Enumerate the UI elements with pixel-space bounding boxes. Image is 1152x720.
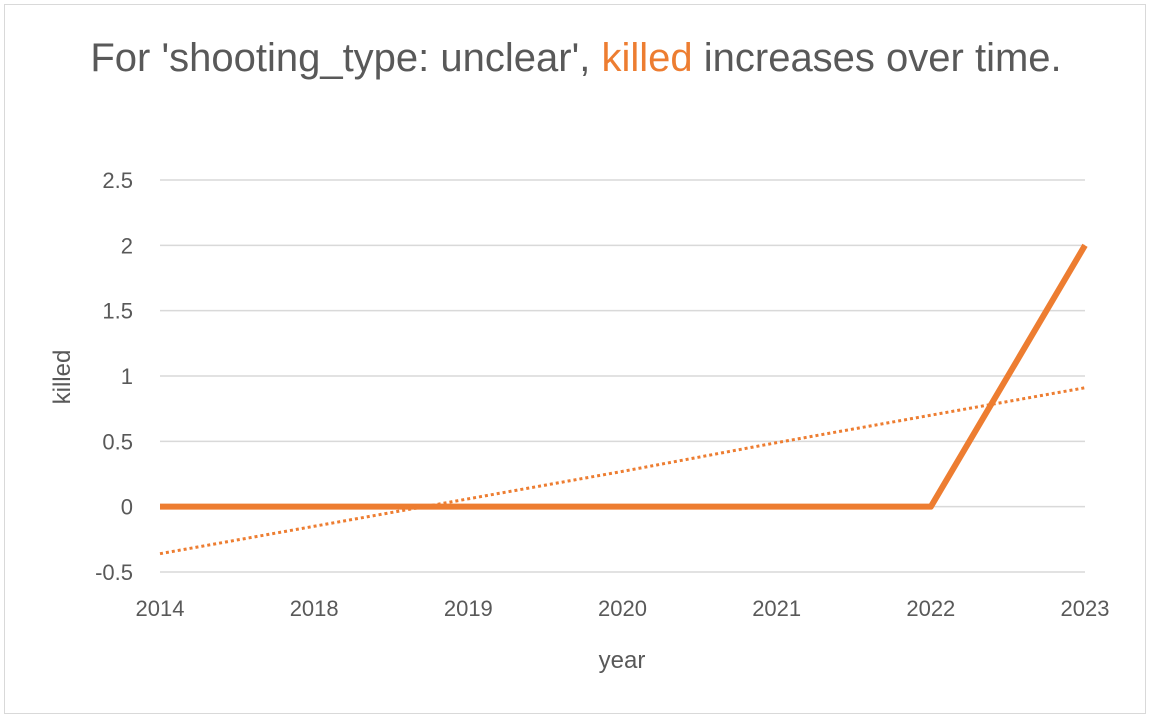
x-tick-label: 2022: [906, 596, 955, 621]
series-group: [159, 243, 1088, 556]
chart-title: For 'shooting_type: unclear', killed inc…: [0, 30, 1152, 86]
x-tick-label: 2021: [752, 596, 801, 621]
x-tick-label: 2023: [1061, 596, 1110, 621]
y-tick-label: 0.5: [102, 429, 133, 454]
y-tick-labels: -0.5 0 0.5 1 1.5 2 2.5: [95, 168, 133, 585]
y-tick-label: -0.5: [95, 560, 133, 585]
gridlines: [160, 179, 1085, 573]
y-tick-label: 2: [121, 233, 133, 258]
y-tick-label: 2.5: [102, 168, 133, 193]
title-prefix: For 'shooting_type: unclear',: [90, 36, 602, 80]
trendline: [159, 386, 1086, 556]
x-tick-label: 2019: [444, 596, 493, 621]
title-suffix: increases over time.: [692, 36, 1062, 80]
title-highlight: killed: [601, 36, 693, 80]
x-tick-label: 2018: [290, 596, 339, 621]
x-axis-title: year: [599, 647, 646, 674]
x-tick-labels: 2014 2018 2019 2020 2021 2022 2023: [136, 596, 1110, 621]
y-axis-title: killed: [49, 350, 76, 405]
x-tick-label: 2020: [598, 596, 647, 621]
y-tick-label: 0: [121, 495, 133, 520]
y-tick-label: 1.5: [102, 299, 133, 324]
x-tick-label: 2014: [136, 596, 185, 621]
series-line: [160, 243, 1088, 510]
chart-frame: [4, 4, 1146, 714]
y-tick-label: 1: [121, 364, 133, 389]
